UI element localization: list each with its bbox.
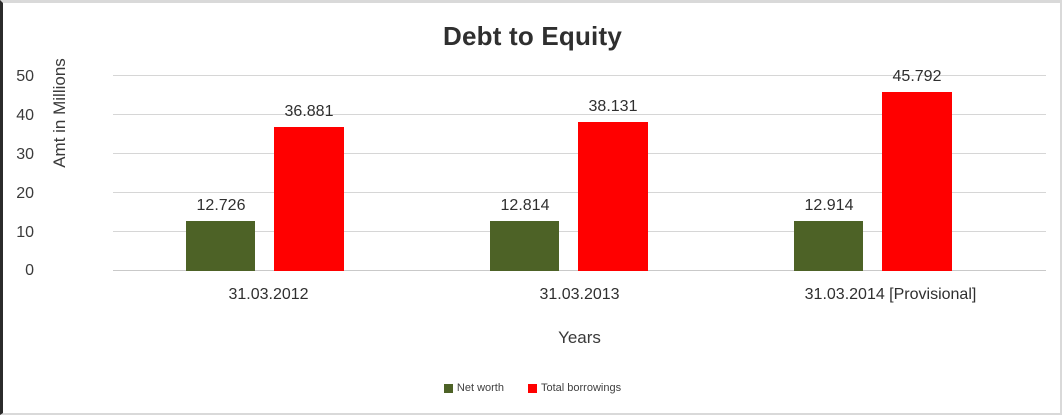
bar-networth-2013[interactable] [490, 221, 559, 271]
bar-value-label: 12.814 [500, 197, 550, 214]
plot-area: 12.726 36.881 12.814 38.131 12.914 45.79… [113, 69, 1046, 271]
bar-networth-2012[interactable] [186, 221, 255, 271]
legend-item-networth[interactable]: Net worth [443, 382, 504, 394]
legend-label: Total borrowings [540, 382, 622, 394]
bar-value-label: 36.881 [284, 103, 334, 120]
bar-value-label: 12.726 [196, 197, 246, 214]
bar-networth-2014[interactable] [794, 220, 863, 271]
y-tick-label: 0 [25, 262, 34, 279]
x-axis-title: Years [558, 328, 601, 347]
x-category-label: 31.03.2013 [539, 286, 620, 303]
legend-item-total-borrowings[interactable]: Total borrowings [527, 382, 622, 394]
gridline [113, 114, 1046, 115]
x-category-label: 31.03.2014 [Provisional] [804, 286, 977, 303]
bar-borrowings-2013[interactable] [578, 122, 648, 271]
y-tick-label: 50 [16, 68, 34, 85]
y-tick-label: 10 [16, 224, 34, 241]
bar-value-label: 45.792 [892, 68, 942, 85]
chart-legend: Net worth Total borrowings [3, 382, 1060, 394]
bar-value-label: 38.131 [588, 98, 638, 115]
legend-swatch-icon [443, 383, 453, 393]
y-tick-label: 40 [16, 107, 34, 124]
gridline [113, 75, 1046, 76]
x-category-label: 31.03.2012 [228, 286, 309, 303]
y-axis-title: Amt in Millions [50, 58, 69, 168]
legend-label: Net worth [456, 382, 504, 394]
bar-borrowings-2012[interactable] [274, 127, 344, 271]
legend-swatch-icon [527, 383, 537, 393]
chart-title: Debt to Equity [442, 21, 622, 51]
y-tick-label: 20 [16, 185, 34, 202]
y-tick-label: 30 [16, 146, 34, 163]
bar-value-label: 12.914 [804, 197, 854, 214]
bar-borrowings-2014[interactable] [882, 92, 952, 271]
